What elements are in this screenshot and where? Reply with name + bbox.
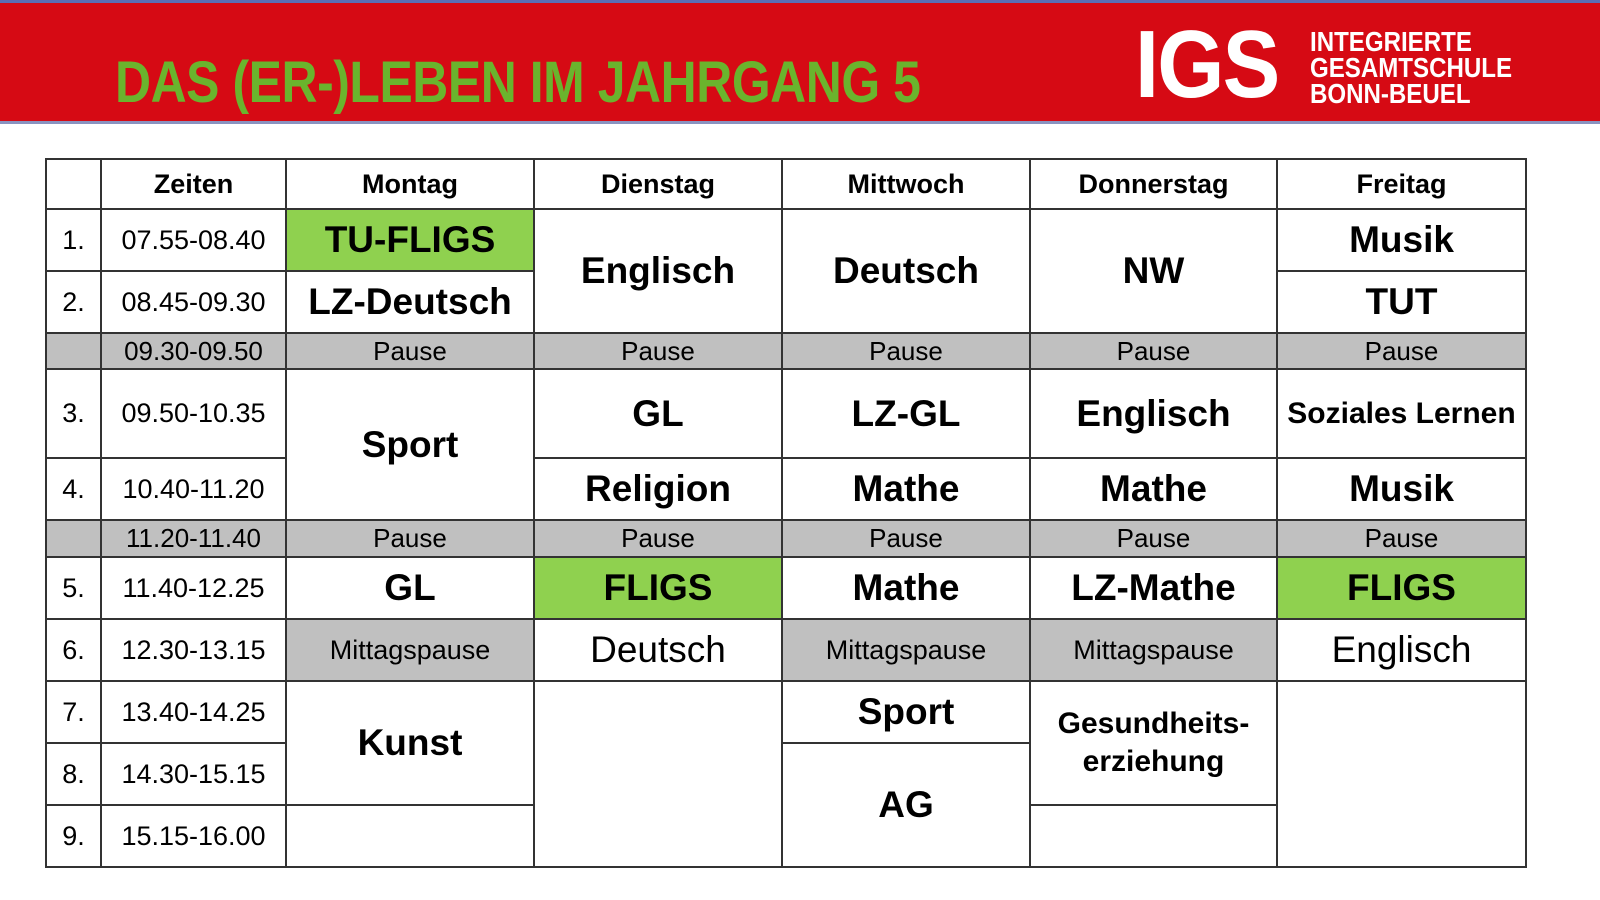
lesson-cell: Pause	[1029, 519, 1278, 558]
period-time: 11.40-12.25	[100, 556, 287, 620]
lesson-cell: Pause	[781, 519, 1031, 558]
lesson-row: 5. 11.40-12.25 GL FLIGS Mathe LZ-Mathe FLIGS	[45, 556, 1527, 620]
lesson-cell: Pause	[1029, 332, 1278, 370]
lesson-cell: Mathe	[781, 556, 1031, 620]
lesson-cell: Mittagspause	[1029, 618, 1278, 682]
pause-row: 09.30-09.50 Pause Pause Pause Pause Pause	[45, 332, 1527, 370]
period-number: 6.	[45, 618, 102, 682]
column-header: Montag	[285, 158, 535, 210]
lesson-cell: Pause	[533, 332, 783, 370]
lesson-row: 9. 15.15-16.00	[45, 804, 1526, 868]
lesson-cell: Deutsch	[533, 618, 783, 682]
period-time: 09.50-10.35	[100, 368, 287, 459]
period-number: 9.	[45, 804, 102, 868]
lesson-cell: Sport	[781, 680, 1031, 744]
period-number: 4.	[45, 457, 102, 521]
empty-cell	[285, 804, 535, 868]
lesson-cell: Pause	[1276, 519, 1527, 558]
lesson-cell: Sport	[285, 368, 535, 521]
lesson-row: 7. 13.40-14.25 Kunst Sport Gesundheits- erzi…	[45, 680, 1527, 868]
logo-mark: IGS	[1135, 11, 1280, 118]
lesson-row: 1. 07.55-08.40 TU-FLIGS Englisch Deutsch NW Mu…	[45, 208, 1527, 334]
period-number	[45, 519, 102, 558]
timetable: Zeiten Montag Dienstag Mittwoch Donnerstag Fr…	[45, 158, 1527, 868]
lesson-cell: NW	[1029, 208, 1278, 334]
column-header	[45, 158, 102, 210]
period-number: 8.	[45, 742, 102, 806]
lesson-row: 4. 10.40-11.20 Religion Mathe Mathe Musik	[45, 457, 1527, 521]
lesson-cell: TU-FLIGS	[285, 208, 535, 272]
period-number	[45, 332, 102, 370]
period-time: 08.45-09.30	[100, 270, 287, 334]
lesson-row: 6. 12.30-13.15 Mittagspause Deutsch Mittagsp…	[45, 618, 1527, 682]
column-header: Dienstag	[533, 158, 783, 210]
column-header: Freitag	[1276, 158, 1527, 210]
lesson-cell: Musik	[1276, 457, 1527, 521]
lesson-cell: GL	[533, 368, 783, 459]
lesson-cell: Pause	[781, 332, 1031, 370]
period-time: 09.30-09.50	[100, 332, 287, 370]
lesson-cell: Englisch	[533, 208, 783, 334]
lesson-cell: Religion	[533, 457, 783, 521]
period-number: 2.	[45, 270, 102, 334]
period-number: 3.	[45, 368, 102, 459]
column-header: Mittwoch	[781, 158, 1031, 210]
lesson-cell: Pause	[1276, 332, 1527, 370]
column-header: Zeiten	[100, 158, 287, 210]
period-number: 7.	[45, 680, 102, 744]
lesson-cell: LZ-Mathe	[1029, 556, 1278, 620]
lesson-cell: Englisch	[1029, 368, 1278, 459]
period-number: 1.	[45, 208, 102, 272]
lesson-cell: Mathe	[781, 457, 1031, 521]
lesson-cell: FLIGS	[533, 556, 783, 620]
lesson-cell: Mittagspause	[285, 618, 535, 682]
page-title: DAS (ER-)LEBEN IM JAHRGANG 5	[115, 50, 921, 115]
period-time: 13.40-14.25	[100, 680, 287, 744]
empty-cell	[1276, 680, 1527, 868]
lesson-cell: Englisch	[1276, 618, 1527, 682]
logo-line: INTEGRIERTE	[1310, 26, 1472, 57]
logo-line: GESAMTSCHULE	[1310, 52, 1513, 83]
period-time: 15.15-16.00	[100, 804, 287, 868]
empty-cell	[1029, 804, 1278, 868]
lesson-cell: LZ-GL	[781, 368, 1031, 459]
lesson-cell: Gesundheits- erziehung	[1029, 680, 1278, 806]
empty-cell	[533, 680, 783, 868]
lesson-row: 3. 09.50-10.35 Sport GL LZ-GL Englisch Soziale…	[45, 368, 1527, 521]
lesson-cell: Soziales Lernen	[1276, 368, 1527, 459]
lesson-cell: Mathe	[1029, 457, 1278, 521]
period-number: 5.	[45, 556, 102, 620]
lesson-row: 8. 14.30-15.15 AG	[45, 742, 1526, 868]
lesson-cell: Pause	[533, 519, 783, 558]
period-time: 14.30-15.15	[100, 742, 287, 806]
logo-line: BONN-BEUEL	[1310, 78, 1471, 109]
lesson-cell: LZ-Deutsch	[285, 270, 535, 334]
timetable-header-row: Zeiten Montag Dienstag Mittwoch Donnerstag Fr…	[45, 158, 1527, 210]
pause-row: 11.20-11.40 Pause Pause Pause Pause Pause	[45, 519, 1527, 558]
period-time: 11.20-11.40	[100, 519, 287, 558]
lesson-row: 2. 08.45-09.30 LZ-Deutsch TUT	[45, 270, 1527, 334]
lesson-cell: GL	[285, 556, 535, 620]
lesson-cell: Mittagspause	[781, 618, 1031, 682]
logo-text: INTEGRIERTE GESAMTSCHULE BONN-BEUEL	[1310, 26, 1513, 109]
header-banner: DAS (ER-)LEBEN IM JAHRGANG 5 IGS INTEGRI…	[0, 0, 1600, 124]
lesson-cell: FLIGS	[1276, 556, 1527, 620]
period-time: 10.40-11.20	[100, 457, 287, 521]
lesson-cell: Deutsch	[781, 208, 1031, 334]
period-time: 12.30-13.15	[100, 618, 287, 682]
period-time: 07.55-08.40	[100, 208, 287, 272]
lesson-cell: AG	[781, 742, 1031, 868]
lesson-cell: TUT	[1276, 270, 1527, 334]
lesson-cell: Musik	[1276, 208, 1527, 272]
lesson-cell: Pause	[285, 332, 535, 370]
lesson-cell: Kunst	[285, 680, 535, 806]
lesson-cell: Pause	[285, 519, 535, 558]
column-header: Donnerstag	[1029, 158, 1278, 210]
